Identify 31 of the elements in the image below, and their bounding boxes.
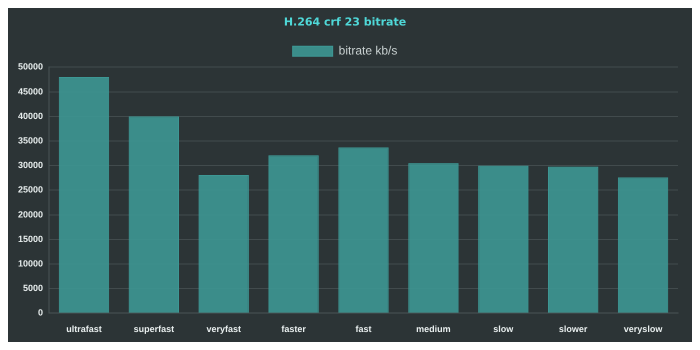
y-tick-label: 50000 xyxy=(18,62,44,72)
y-tick-label: 30000 xyxy=(18,160,44,170)
bar xyxy=(198,174,249,313)
bar xyxy=(548,166,598,313)
bar xyxy=(478,166,528,313)
y-tick-label: 0 xyxy=(38,308,44,318)
y-tick-label: 40000 xyxy=(18,110,44,121)
y-tick-label: 5000 xyxy=(22,283,44,294)
x-tick-label: fast xyxy=(356,324,372,334)
bar xyxy=(128,116,180,313)
bar xyxy=(618,177,668,313)
y-tick-label: 35000 xyxy=(18,135,44,146)
y-tick-label: 15000 xyxy=(18,234,44,244)
y-tick-label: 20000 xyxy=(18,209,44,220)
bar xyxy=(408,163,459,313)
x-tick-label: medium xyxy=(416,324,451,334)
y-tick-label: 45000 xyxy=(18,86,44,96)
chart-title: H.264 crf 23 bitrate xyxy=(284,15,406,28)
x-tick-label: ultrafast xyxy=(66,324,102,334)
x-tick-label: slower xyxy=(558,324,588,334)
x-tick-label: faster xyxy=(281,324,306,334)
x-tick-label: veryslow xyxy=(624,324,664,334)
bar xyxy=(338,147,389,313)
x-tick-label: slow xyxy=(493,324,514,334)
x-tick-label: superfast xyxy=(134,324,174,334)
y-tick-label: 25000 xyxy=(18,184,44,195)
bar xyxy=(58,77,110,313)
bar xyxy=(268,155,319,313)
x-tick-label: veryfast xyxy=(206,324,242,334)
y-tick-label: 10000 xyxy=(18,258,44,268)
legend-label: bitrate kb/s xyxy=(338,44,398,58)
